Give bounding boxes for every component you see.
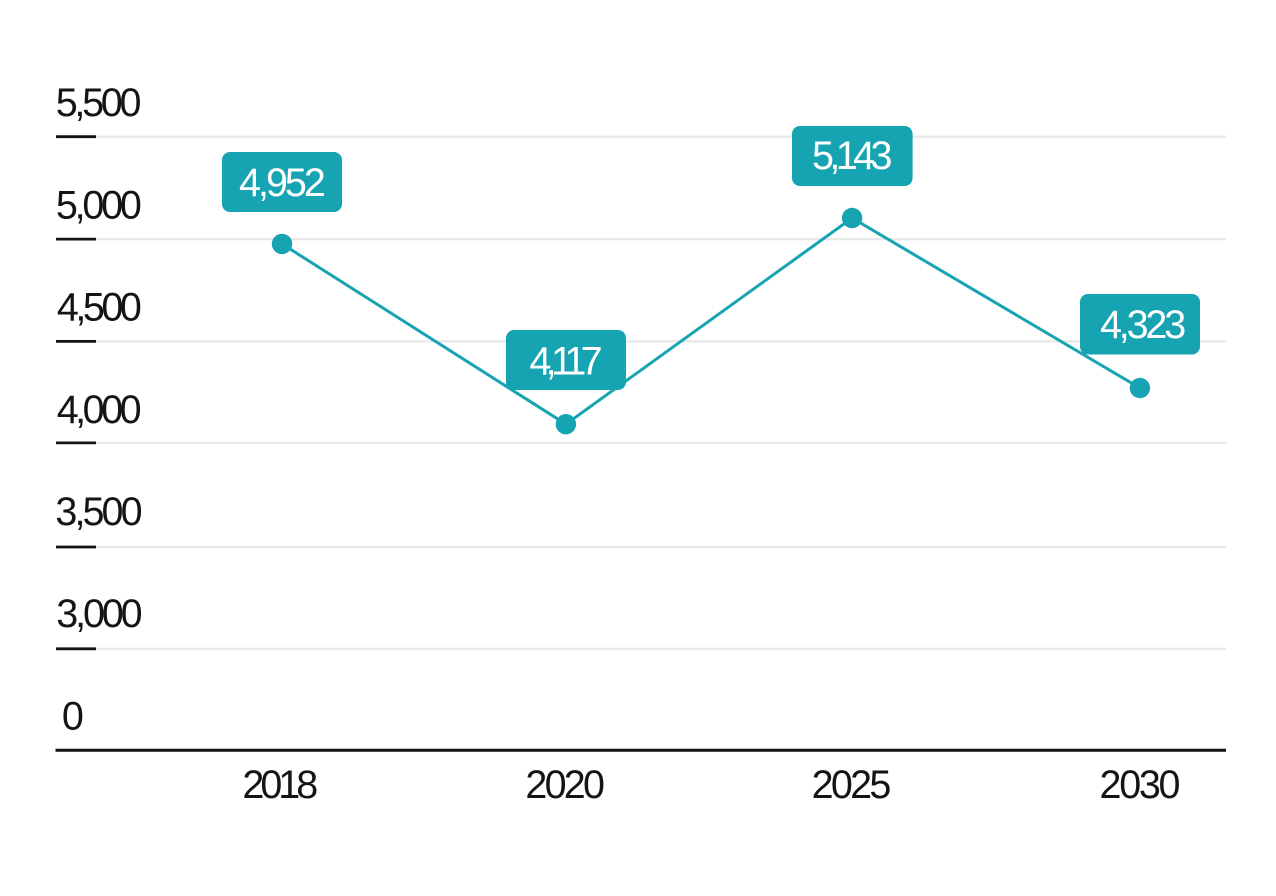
svg-text:0: 0 [62,694,84,738]
svg-text:4,952: 4,952 [239,161,326,205]
svg-text:4,323: 4,323 [1100,303,1186,347]
svg-text:4,000: 4,000 [57,388,142,432]
svg-text:5,143: 5,143 [812,134,893,178]
svg-text:5,500: 5,500 [56,81,142,125]
svg-text:2018: 2018 [242,763,318,807]
svg-text:3,500: 3,500 [55,490,142,534]
svg-text:5,000: 5,000 [56,183,142,227]
svg-text:2025: 2025 [812,763,892,807]
svg-text:4,117: 4,117 [529,339,602,383]
svg-text:3,000: 3,000 [56,592,142,636]
svg-text:4,500: 4,500 [57,286,142,330]
svg-text:2020: 2020 [525,763,605,807]
svg-text:2030: 2030 [1100,763,1181,807]
